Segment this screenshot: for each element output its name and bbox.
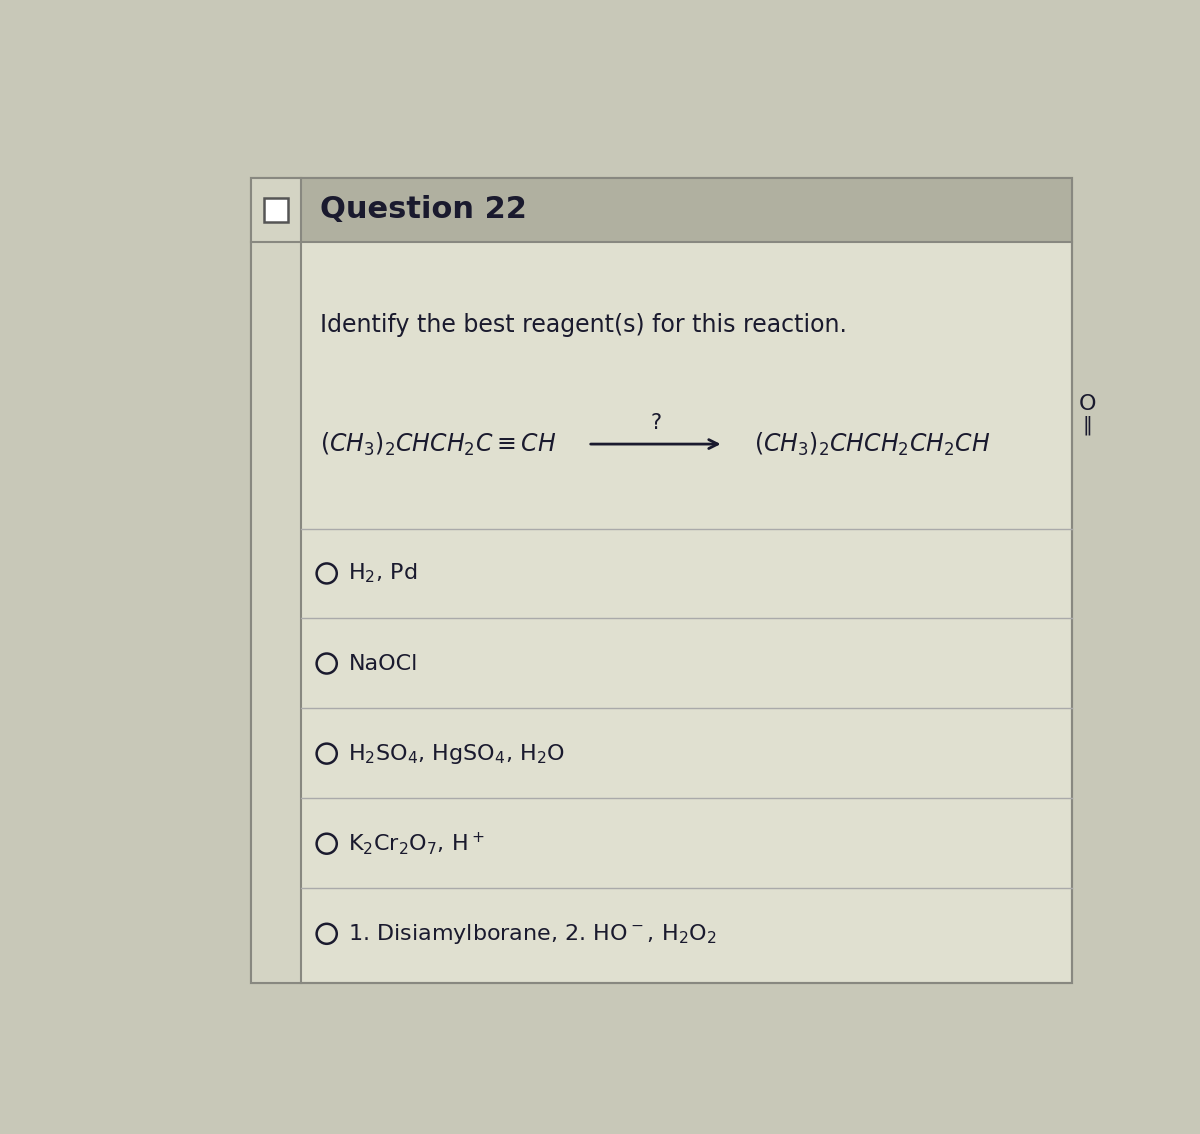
Text: $(CH_3)_2CHCH_2C\equiv CH$: $(CH_3)_2CHCH_2C\equiv CH$: [320, 431, 557, 458]
Text: K$_2$Cr$_2$O$_7$, H$^+$: K$_2$Cr$_2$O$_7$, H$^+$: [348, 830, 485, 857]
Text: H$_2$SO$_4$, HgSO$_4$, H$_2$O: H$_2$SO$_4$, HgSO$_4$, H$_2$O: [348, 742, 565, 765]
Bar: [251, 178, 1073, 242]
Text: ‖: ‖: [1082, 416, 1093, 435]
Text: 1. Disiamylborane, 2. HO$^-$, H$_2$O$_2$: 1. Disiamylborane, 2. HO$^-$, H$_2$O$_2$: [348, 922, 716, 946]
Text: ?: ?: [650, 413, 661, 432]
Bar: [251, 178, 1073, 983]
Text: NaOCl: NaOCl: [348, 653, 418, 674]
Text: O: O: [1079, 393, 1097, 414]
Text: Question 22: Question 22: [320, 195, 527, 225]
Bar: [251, 178, 1073, 983]
Bar: [264, 198, 288, 221]
Text: Identify the best reagent(s) for this reaction.: Identify the best reagent(s) for this re…: [320, 313, 847, 337]
Bar: [251, 178, 301, 983]
Text: $(CH_3)_2CHCH_2CH_2CH$: $(CH_3)_2CHCH_2CH_2CH$: [755, 431, 991, 458]
Text: H$_2$, Pd: H$_2$, Pd: [348, 561, 418, 585]
